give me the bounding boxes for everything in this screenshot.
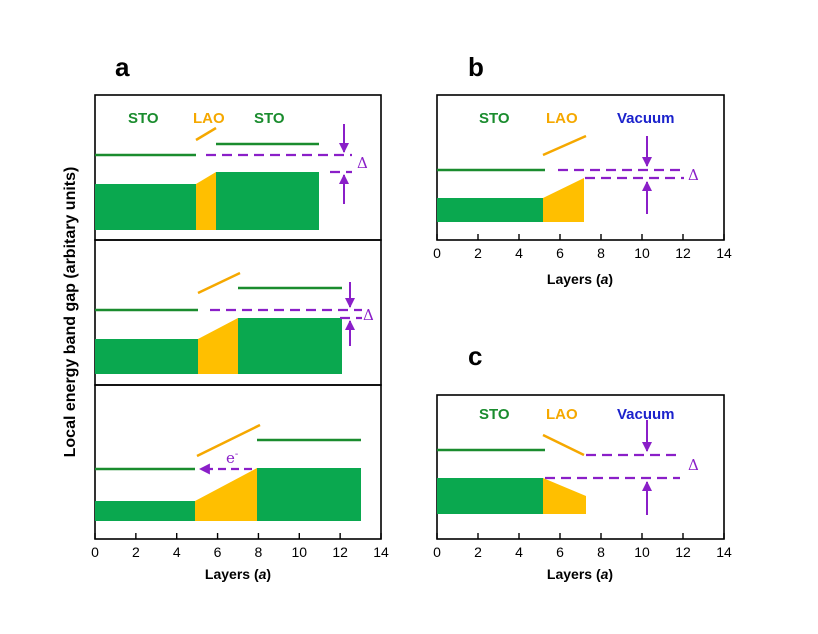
panel-a-bottom-frame [94, 384, 382, 540]
sto-block-left [95, 339, 198, 374]
panel-a-top: STO LAO STO Δ [95, 110, 368, 230]
sto-block [437, 198, 543, 222]
lao-conduction-band [196, 423, 261, 458]
panel-b-x-tick-label: 0 [433, 245, 441, 261]
sto-block-right [238, 318, 342, 374]
panel-b-x-tick-label: 6 [556, 245, 564, 261]
panel-c-x-tick-label: 14 [716, 544, 732, 560]
panel-c-x-tick-label: 6 [556, 544, 564, 560]
panel-a-x-tick-label: 8 [255, 544, 263, 560]
delta-label: Δ [688, 456, 699, 474]
panel-letter-c: c [468, 341, 482, 371]
panel-a-x-axis: 0 2 4 6 8 10 12 14 [91, 533, 389, 560]
lao-conduction-band [542, 134, 587, 157]
sto-block-left [95, 501, 195, 521]
panel-a-x-tick-label: 12 [332, 544, 348, 560]
lao-conduction-band [195, 126, 217, 142]
lao-block [543, 178, 584, 222]
panel-a-middle: Δ [95, 271, 374, 374]
panel-a-x-tick-label: 4 [173, 544, 181, 560]
panel-c-x-tick-label: 8 [597, 544, 605, 560]
label-lao: LAO [193, 110, 225, 127]
panel-a-x-tick-label: 6 [214, 544, 222, 560]
sto-block-left [95, 184, 196, 230]
panel-b: STO LAO Vacuum Δ 0 2 4 6 8 10 12 14 Layers (a) [433, 94, 732, 287]
panel-b-x-tick-label: 10 [634, 245, 650, 261]
panel-b-x-tick-label: 12 [675, 245, 691, 261]
panel-a: STO LAO STO Δ Δ [91, 94, 389, 582]
label-sto-left: STO [128, 110, 159, 127]
lao-conduction-band [197, 271, 241, 295]
label-vacuum: Vacuum [617, 406, 675, 423]
panel-a-x-tick-label: 10 [291, 544, 307, 560]
y-axis-label: Local energy band gap (arbitary units) [62, 167, 79, 458]
lao-block [196, 172, 216, 230]
delta-label: Δ [357, 154, 368, 172]
lao-block [195, 468, 257, 521]
sto-block [437, 478, 543, 514]
panel-a-x-tick-label: 14 [373, 544, 389, 560]
panel-a-x-axis-label: Layers (a) [205, 566, 271, 582]
panel-a-x-tick-label: 0 [91, 544, 99, 560]
panel-c-x-tick-label: 4 [515, 544, 523, 560]
panel-c-x-tick-label: 2 [474, 544, 482, 560]
sto-block-right [257, 468, 361, 521]
panel-letter-b: b [468, 52, 484, 82]
label-sto-right: STO [254, 110, 285, 127]
panel-c-x-tick-label: 10 [634, 544, 650, 560]
panel-c-x-axis: 0 2 4 6 8 10 12 14 [433, 533, 732, 560]
label-sto: STO [479, 406, 510, 423]
lao-block [198, 318, 238, 374]
panel-a-x-tick-label: 2 [132, 544, 140, 560]
panel-b-x-axis-label: Layers (a) [547, 271, 613, 287]
panel-b-frame [436, 94, 725, 241]
panel-c-x-tick-label: 12 [675, 544, 691, 560]
delta-label: Δ [688, 166, 699, 184]
electron-label: e- [226, 449, 238, 467]
panel-b-x-axis: 0 2 4 6 8 10 12 14 [433, 234, 732, 261]
panel-b-x-tick-label: 4 [515, 245, 523, 261]
label-vacuum: Vacuum [617, 110, 675, 127]
label-lao: LAO [546, 406, 578, 423]
panel-c-frame [436, 394, 725, 540]
panel-b-x-tick-label: 14 [716, 245, 732, 261]
lao-block [543, 478, 586, 514]
label-lao: LAO [546, 110, 578, 127]
panel-c: STO LAO Vacuum Δ 0 2 4 6 8 10 12 14 Layers (a) [433, 394, 732, 582]
label-sto: STO [479, 110, 510, 127]
sto-block-right [216, 172, 319, 230]
panel-c-x-axis-label: Layers (a) [547, 566, 613, 582]
panel-letter-a: a [115, 52, 130, 82]
delta-label: Δ [363, 306, 374, 324]
panel-a-bottom: e- [95, 423, 361, 521]
lao-conduction-band [542, 433, 585, 457]
panel-c-x-tick-label: 0 [433, 544, 441, 560]
panel-b-x-tick-label: 2 [474, 245, 482, 261]
panel-b-x-tick-label: 8 [597, 245, 605, 261]
